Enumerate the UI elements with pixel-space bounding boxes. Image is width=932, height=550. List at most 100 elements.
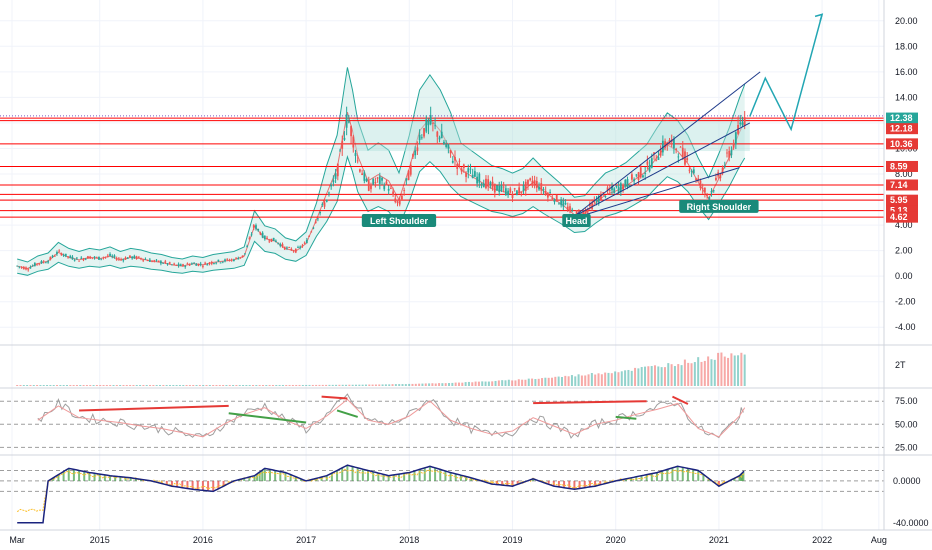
macd-hist-13-6 xyxy=(279,471,282,481)
macd-hist-5-0 xyxy=(109,475,112,481)
price-tag-3: 8.59 xyxy=(890,161,908,171)
candle-body-202 xyxy=(462,164,465,169)
candle-body-35 xyxy=(93,256,96,258)
candle-body-102 xyxy=(241,255,244,257)
candle-body-69 xyxy=(168,262,171,264)
candle-body-133 xyxy=(310,231,313,233)
volume-bar-115 xyxy=(398,384,401,386)
candle-body-153 xyxy=(354,153,357,157)
volume-bar-82 xyxy=(288,384,291,386)
price-panel[interactable]: Left Shoulder Head Right Shoulder xyxy=(0,13,884,276)
volume-bar-148 xyxy=(507,379,510,386)
candle-body-31 xyxy=(84,258,87,260)
candle-body-288 xyxy=(653,152,655,154)
trendlines[interactable] xyxy=(574,71,761,217)
volume-bar-126 xyxy=(434,383,437,386)
time-tick-9: Aug xyxy=(871,535,887,545)
volume-bar-1 xyxy=(19,385,22,386)
candle-body-323 xyxy=(730,150,733,156)
projection-line[interactable] xyxy=(749,14,823,132)
candle-body-290 xyxy=(657,157,660,160)
volume-bar-33 xyxy=(125,385,128,386)
candle-body-156 xyxy=(361,173,364,176)
macd-hist-3-6 xyxy=(83,471,86,481)
volume-bar-216 xyxy=(733,355,736,386)
candle-body-168 xyxy=(387,188,390,191)
candle-body-154 xyxy=(356,160,359,162)
trendline-2[interactable] xyxy=(584,167,740,216)
candle-body-161 xyxy=(372,178,375,185)
candle-body-278 xyxy=(631,174,633,180)
rsi-tick-0: 75.00 xyxy=(895,396,918,406)
volume-bar-28 xyxy=(109,385,112,386)
candle-body-180 xyxy=(414,150,417,156)
volume-bar-17 xyxy=(72,385,75,386)
macd-hist-22-2 xyxy=(454,473,457,481)
macd-hist-16-4 xyxy=(336,470,339,481)
candle-body-256 xyxy=(582,211,585,217)
candle-body-160 xyxy=(370,185,372,190)
candle-body-32 xyxy=(87,256,89,259)
candle-body-196 xyxy=(449,150,452,154)
macd-hist-25-0 xyxy=(511,480,514,487)
candle-body-116 xyxy=(272,237,275,241)
macd-hist-24-2 xyxy=(496,480,499,485)
volume-bar-29 xyxy=(112,385,115,386)
price-tag-0: 12.38 xyxy=(890,113,913,123)
candle-body-50 xyxy=(126,257,129,259)
projection-path[interactable] xyxy=(749,13,824,132)
candle-body-5 xyxy=(27,269,30,271)
volume-bar-218 xyxy=(740,352,743,386)
candle-body-214 xyxy=(489,182,492,186)
volume-bar-70 xyxy=(248,385,251,386)
candle-body-285 xyxy=(646,161,649,165)
macd-hist-30-4 xyxy=(625,478,628,481)
volume-bar-212 xyxy=(720,352,723,386)
volume-bar-34 xyxy=(129,385,132,386)
candle-body-281 xyxy=(637,172,640,180)
volume-bar-139 xyxy=(477,381,480,386)
candle-body-172 xyxy=(396,201,399,203)
volume-bar-112 xyxy=(388,384,391,386)
volume-bar-155 xyxy=(531,378,534,386)
volume-bar-119 xyxy=(411,383,414,386)
macd-hist-36-0 xyxy=(738,475,741,481)
macd-hist-9-4 xyxy=(201,480,204,491)
candle-body-80 xyxy=(193,262,195,264)
time-axis[interactable]: Mar 2015 2016 2017 2018 2019 2020 2021 2022 Aug xyxy=(9,535,886,545)
volume-bar-101 xyxy=(351,384,354,386)
candle-body-198 xyxy=(454,157,456,161)
candle-body-274 xyxy=(622,184,624,190)
volume-bar-187 xyxy=(637,368,640,386)
volume-bar-52 xyxy=(188,385,191,386)
macd-hist-24-4 xyxy=(501,480,504,486)
trendline-1[interactable] xyxy=(574,122,751,217)
candle-body-105 xyxy=(248,238,251,240)
candle-body-220 xyxy=(502,186,505,188)
volume-bar-80 xyxy=(281,384,284,386)
candle-body-301 xyxy=(681,147,684,158)
trendline-0[interactable] xyxy=(574,71,761,217)
volume-bar-54 xyxy=(195,385,198,386)
candle-body-249 xyxy=(566,206,569,211)
candle-body-18 xyxy=(56,252,58,255)
candle-body-76 xyxy=(184,265,187,267)
candle-body-136 xyxy=(317,218,319,220)
volume-bar-140 xyxy=(481,381,484,386)
volume-bar-39 xyxy=(145,385,148,386)
price-tag-1: 12.18 xyxy=(890,124,913,134)
price-tick-6: 8.00 xyxy=(895,169,913,179)
macd-hist-21-4 xyxy=(439,469,442,481)
volume-bar-15 xyxy=(65,385,68,386)
rsi-divergence-5 xyxy=(615,415,637,420)
time-tick-5: 2019 xyxy=(502,535,522,545)
macd-hist-18-2 xyxy=(372,471,375,481)
candle-body-92 xyxy=(219,262,222,264)
volume-bar-72 xyxy=(255,385,258,386)
volume-bar-104 xyxy=(361,384,364,386)
macd-hist-18-4 xyxy=(377,473,380,481)
candle-body-204 xyxy=(467,168,470,173)
macd-hist-13-2 xyxy=(268,469,271,481)
candle-body-14 xyxy=(47,261,50,263)
